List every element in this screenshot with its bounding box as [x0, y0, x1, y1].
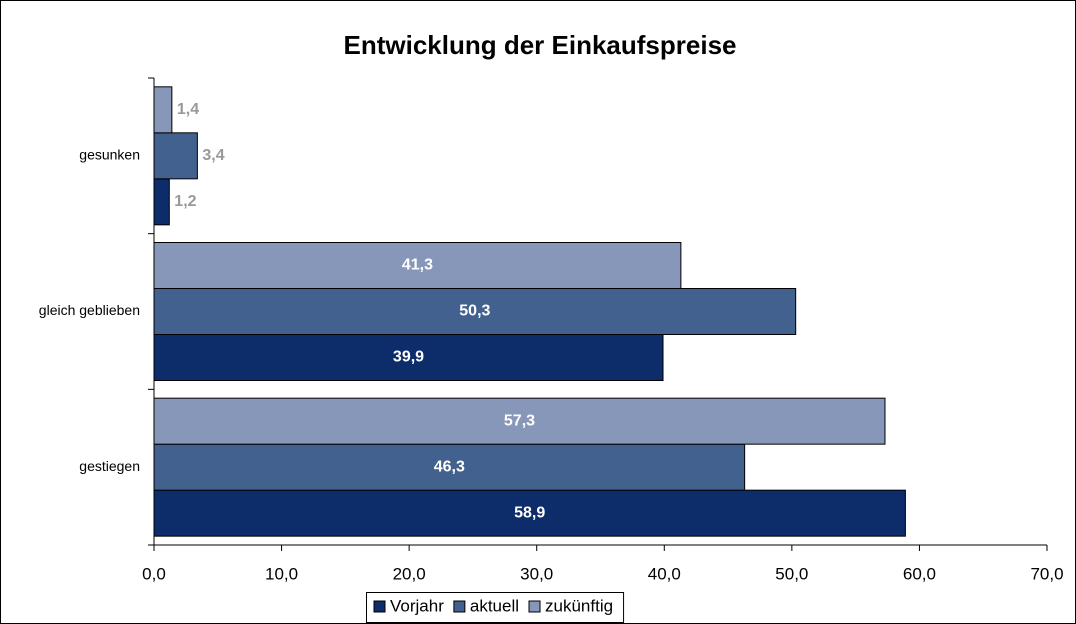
bar [153, 242, 682, 289]
bar [153, 397, 886, 445]
data-label: 1,4 [177, 101, 199, 118]
legend-swatch [528, 600, 541, 613]
data-label: 58,9 [514, 504, 545, 521]
bar [153, 178, 170, 226]
data-label: 50,3 [459, 303, 490, 320]
data-label: 1,2 [174, 193, 196, 210]
legend-label: zukünftig [545, 596, 613, 615]
x-tick-label: 40,0 [648, 564, 681, 583]
legend-box [366, 592, 625, 623]
category-label: gestiegen [79, 458, 140, 474]
data-label: 39,9 [393, 349, 424, 366]
legend-label: Vorjahr [390, 596, 444, 615]
x-tick-label: 70,0 [1030, 564, 1063, 583]
bar [153, 86, 173, 134]
data-label: 57,3 [504, 412, 535, 429]
legend-swatch [373, 600, 386, 613]
x-tick-label: 30,0 [520, 564, 553, 583]
legend-swatch [453, 600, 466, 613]
x-tick-label: 10,0 [265, 564, 298, 583]
x-tick-label: 50,0 [775, 564, 808, 583]
chart-title: Entwicklung der Einkaufspreise [344, 30, 737, 60]
x-tick-label: 60,0 [903, 564, 936, 583]
x-tick-label: 20,0 [393, 564, 426, 583]
legend: Vorjahr aktuell zukünftig [366, 592, 625, 623]
bar [153, 132, 198, 180]
data-label: 41,3 [402, 257, 433, 274]
x-tick-label: 0,0 [142, 564, 166, 583]
bar [153, 288, 797, 335]
bar [153, 443, 746, 491]
category-label: gesunken [79, 147, 140, 163]
bar [153, 334, 664, 381]
category-label: gleich geblieben [39, 302, 140, 318]
legend-label: aktuell [470, 596, 519, 615]
data-label: 3,4 [202, 147, 224, 164]
bar [153, 489, 906, 537]
data-label: 46,3 [434, 458, 465, 475]
